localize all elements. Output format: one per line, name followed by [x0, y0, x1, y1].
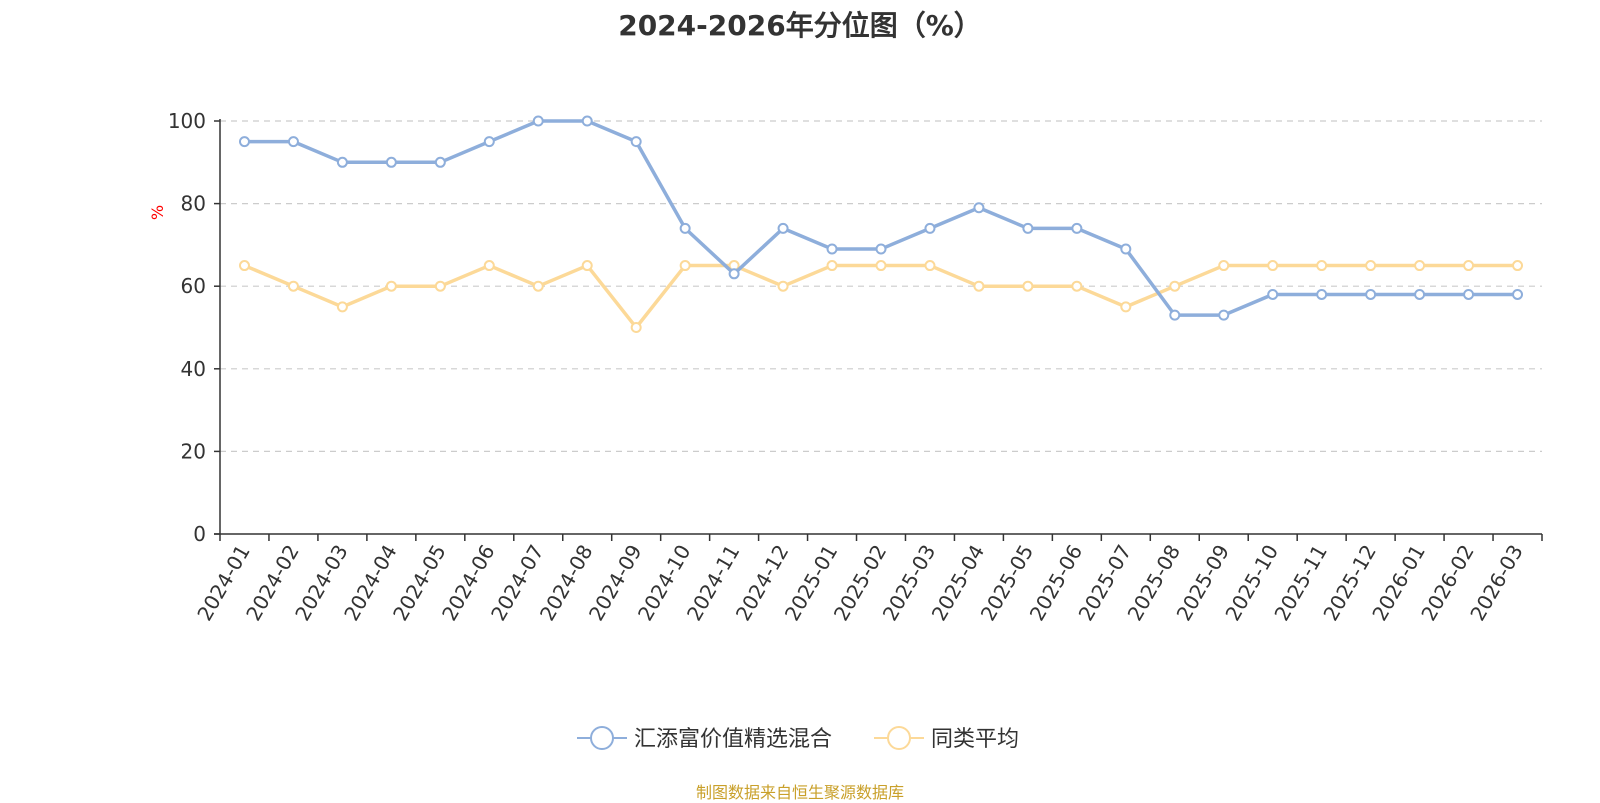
data-point [1071, 222, 1083, 234]
y-axis-label: % [148, 205, 167, 220]
y-tick-label: 0 [193, 522, 206, 546]
data-point [1463, 260, 1475, 272]
y-tick-label: 80 [181, 192, 206, 216]
y-tick-label: 20 [181, 439, 206, 463]
data-point [1218, 260, 1230, 272]
legend-label: 汇添富价值精选混合 [634, 727, 832, 752]
data-point [1218, 309, 1230, 321]
data-point [1316, 288, 1328, 300]
data-point [875, 260, 887, 272]
data-point [483, 136, 495, 148]
data-point [630, 136, 642, 148]
series-lines [238, 115, 1524, 333]
data-point [238, 260, 250, 272]
data-point [826, 260, 838, 272]
data-point [1169, 280, 1181, 292]
data-point [1120, 301, 1132, 313]
data-point [1414, 260, 1426, 272]
legend-label: 同类平均 [931, 727, 1019, 752]
data-point [532, 115, 544, 127]
data-point [777, 222, 789, 234]
axes: 020406080100%2024-012024-022024-032024-0… [148, 109, 1543, 625]
data-point [336, 301, 348, 313]
data-point [1512, 288, 1524, 300]
data-point [287, 136, 299, 148]
legend-marker [590, 726, 614, 750]
data-point [385, 280, 397, 292]
legend: 汇添富价值精选混合 同类平均 [577, 726, 1019, 752]
y-tick-label: 100 [168, 109, 206, 133]
data-point [336, 156, 348, 168]
data-point [532, 280, 544, 292]
data-point [1316, 260, 1328, 272]
data-point [875, 243, 887, 255]
data-point [1365, 260, 1377, 272]
data-point [483, 260, 495, 272]
data-point [287, 280, 299, 292]
data-point [728, 268, 740, 280]
legend-item: 同类平均 [874, 726, 1019, 752]
chart-title: 2024-2026年分位图（%） [618, 9, 982, 42]
data-point [238, 136, 250, 148]
data-point [1120, 243, 1132, 255]
data-point [924, 260, 936, 272]
data-point [434, 280, 446, 292]
data-point [1463, 288, 1475, 300]
data-point [1169, 309, 1181, 321]
series-1 [238, 115, 1524, 321]
data-point [1267, 288, 1279, 300]
data-point [1022, 280, 1034, 292]
data-point [1365, 288, 1377, 300]
data-point [826, 243, 838, 255]
data-point [973, 280, 985, 292]
data-point [679, 222, 691, 234]
series-2 [238, 260, 1524, 333]
data-point [679, 260, 691, 272]
data-point [630, 322, 642, 333]
legend-item: 汇添富价值精选混合 [577, 726, 832, 752]
data-point [1512, 260, 1524, 272]
legend-marker [887, 726, 911, 750]
data-point [1071, 280, 1083, 292]
data-point [1267, 260, 1279, 272]
y-tick-label: 60 [181, 274, 206, 298]
data-point [581, 115, 593, 127]
data-point [581, 260, 593, 272]
y-tick-label: 40 [181, 357, 206, 381]
data-point [434, 156, 446, 168]
data-point [1022, 222, 1034, 234]
source-note: 制图数据来自恒生聚源数据库 [695, 783, 904, 802]
data-point [973, 202, 985, 214]
data-point [924, 222, 936, 234]
data-point [385, 156, 397, 168]
data-point [777, 280, 789, 292]
data-point [1414, 288, 1426, 300]
